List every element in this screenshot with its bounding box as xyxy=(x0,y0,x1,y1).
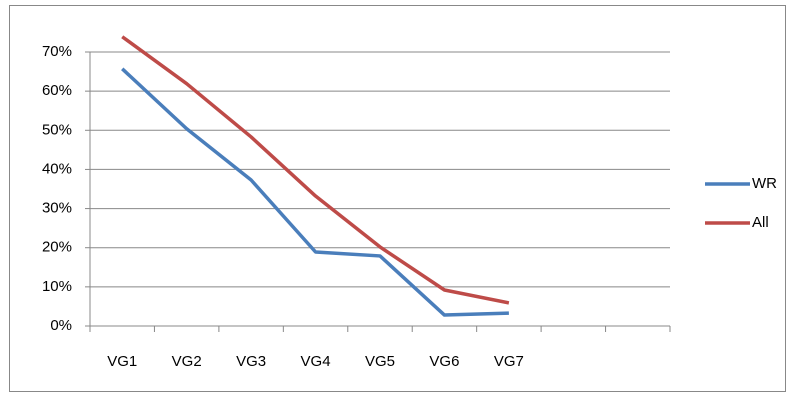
y-tick-label: 30% xyxy=(42,200,72,217)
y-tick-label: 60% xyxy=(42,82,72,99)
x-tick-label: VG4 xyxy=(301,353,331,370)
y-tick-label: 70% xyxy=(42,43,72,60)
x-tick-label: VG6 xyxy=(429,353,459,370)
x-tick-label: VG3 xyxy=(236,353,266,370)
chart-border xyxy=(9,5,786,392)
legend-label: WR xyxy=(752,175,777,192)
series-line xyxy=(121,35,510,305)
y-tick-label: 0% xyxy=(50,317,72,334)
series-line xyxy=(121,67,509,317)
y-tick-label: 40% xyxy=(42,160,72,177)
x-tick-label: VG2 xyxy=(172,353,202,370)
x-tick-label: VG5 xyxy=(365,353,395,370)
x-tick-label: VG7 xyxy=(494,353,524,370)
y-tick-label: 10% xyxy=(42,278,72,295)
y-tick-label: 50% xyxy=(42,121,72,138)
legend-label: All xyxy=(752,214,769,231)
y-tick-label: 20% xyxy=(42,239,72,256)
x-tick-label: VG1 xyxy=(107,353,137,370)
